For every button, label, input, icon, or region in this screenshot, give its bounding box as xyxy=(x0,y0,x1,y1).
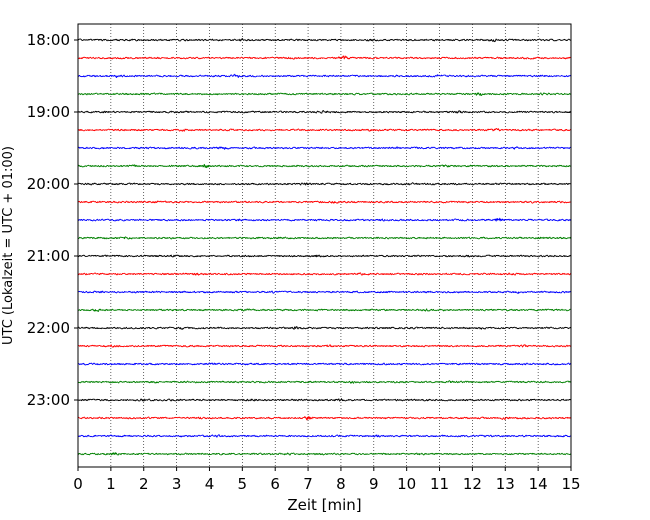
trace-2230 xyxy=(77,362,572,366)
trace-2245 xyxy=(77,380,572,384)
x-tick-label: 1 xyxy=(106,475,116,493)
trace-1800 xyxy=(77,38,572,43)
trace-1815 xyxy=(77,55,572,60)
trace-2200 xyxy=(77,326,572,330)
trace-group xyxy=(77,38,572,456)
trace-1900 xyxy=(77,110,572,114)
x-tick-label: 6 xyxy=(270,475,280,493)
trace-1845 xyxy=(77,92,572,96)
y-tick-label: 19:00 xyxy=(27,103,70,121)
trace-1930 xyxy=(77,146,572,150)
x-tick-label: 12 xyxy=(463,475,482,493)
x-axis-label: Zeit [min] xyxy=(287,496,361,514)
trace-2145 xyxy=(77,308,572,312)
trace-1915 xyxy=(77,128,572,132)
x-axis: 0 1 2 3 4 5 6 7 8 9 10 11 12 13 14 15 xyxy=(73,467,581,493)
x-tick-label: 11 xyxy=(430,475,449,493)
trace-2130 xyxy=(77,290,572,294)
x-tick-label: 5 xyxy=(238,475,248,493)
y-tick-label: 21:00 xyxy=(27,247,70,265)
trace-2015 xyxy=(77,200,572,204)
x-tick-label: 4 xyxy=(205,475,215,493)
x-tick-label: 10 xyxy=(397,475,416,493)
trace-2000 xyxy=(77,182,572,186)
trace-1945 xyxy=(77,163,572,169)
y-axis-label: UTC (Lokalzeit = UTC + 01:00) xyxy=(1,146,16,345)
trace-2115 xyxy=(77,272,572,276)
y-tick-label: 22:00 xyxy=(27,319,70,337)
trace-2030 xyxy=(77,217,572,222)
y-tick-label: 23:00 xyxy=(27,391,70,409)
plot-frame xyxy=(77,23,572,468)
grid-lines xyxy=(110,24,539,467)
trace-2300 xyxy=(77,398,572,402)
trace-2100 xyxy=(77,254,572,258)
x-tick-label: 9 xyxy=(369,475,379,493)
x-tick-label: 3 xyxy=(172,475,182,493)
trace-2330 xyxy=(77,434,572,438)
x-tick-label: 15 xyxy=(561,475,580,493)
y-tick-label: 20:00 xyxy=(27,175,70,193)
x-tick-label: 14 xyxy=(529,475,548,493)
y-axis: 18:00 19:00 20:00 21:00 22:00 23:00 xyxy=(27,31,78,409)
trace-1830 xyxy=(77,73,572,79)
x-tick-label: 8 xyxy=(336,475,346,493)
trace-2215 xyxy=(77,344,572,348)
trace-2315 xyxy=(77,416,572,421)
trace-2045 xyxy=(77,236,572,240)
x-tick-label: 2 xyxy=(139,475,149,493)
trace-2345 xyxy=(77,452,572,456)
x-tick-label: 13 xyxy=(496,475,515,493)
x-tick-label: 0 xyxy=(73,475,83,493)
y-tick-label: 18:00 xyxy=(27,31,70,49)
x-tick-label: 7 xyxy=(303,475,313,493)
